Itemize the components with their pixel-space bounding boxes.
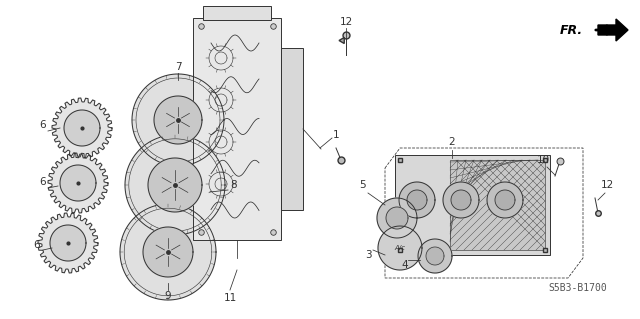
- Text: 7: 7: [175, 62, 181, 72]
- Polygon shape: [120, 204, 216, 300]
- Bar: [450, 160, 545, 250]
- Polygon shape: [154, 96, 202, 144]
- Text: 2: 2: [449, 137, 455, 147]
- Text: 12: 12: [339, 17, 353, 27]
- Text: 6: 6: [40, 177, 46, 187]
- Text: 1: 1: [333, 130, 339, 140]
- Text: 11: 11: [223, 293, 237, 303]
- Text: FR.: FR.: [560, 24, 583, 36]
- Polygon shape: [378, 226, 422, 270]
- Polygon shape: [377, 198, 417, 238]
- Text: 6: 6: [40, 120, 46, 130]
- Polygon shape: [426, 247, 444, 265]
- Bar: [203, 6, 271, 20]
- Polygon shape: [143, 227, 193, 277]
- Polygon shape: [407, 190, 427, 210]
- Bar: [281, 48, 303, 210]
- Text: 9: 9: [164, 291, 172, 301]
- Bar: [193, 18, 281, 240]
- Polygon shape: [50, 225, 86, 261]
- Polygon shape: [52, 98, 112, 158]
- Text: 5: 5: [360, 180, 366, 190]
- Polygon shape: [443, 182, 479, 218]
- Polygon shape: [598, 19, 628, 41]
- Bar: [395, 155, 550, 255]
- Polygon shape: [38, 213, 98, 273]
- Text: 3: 3: [365, 250, 371, 260]
- Polygon shape: [487, 182, 523, 218]
- Polygon shape: [399, 182, 435, 218]
- Text: 12: 12: [600, 180, 614, 190]
- Text: 4: 4: [402, 260, 408, 270]
- Text: 6: 6: [34, 240, 40, 250]
- Polygon shape: [48, 153, 108, 213]
- Polygon shape: [60, 165, 96, 201]
- Polygon shape: [132, 74, 224, 166]
- Polygon shape: [451, 190, 471, 210]
- Text: S5B3-B1700: S5B3-B1700: [548, 283, 607, 293]
- Text: 10: 10: [536, 155, 550, 165]
- Polygon shape: [64, 110, 100, 146]
- Polygon shape: [495, 190, 515, 210]
- Polygon shape: [148, 158, 202, 212]
- Polygon shape: [418, 239, 452, 273]
- Polygon shape: [125, 135, 225, 235]
- Polygon shape: [386, 207, 408, 229]
- Text: A/c: A/c: [394, 245, 406, 251]
- Text: 8: 8: [230, 180, 237, 190]
